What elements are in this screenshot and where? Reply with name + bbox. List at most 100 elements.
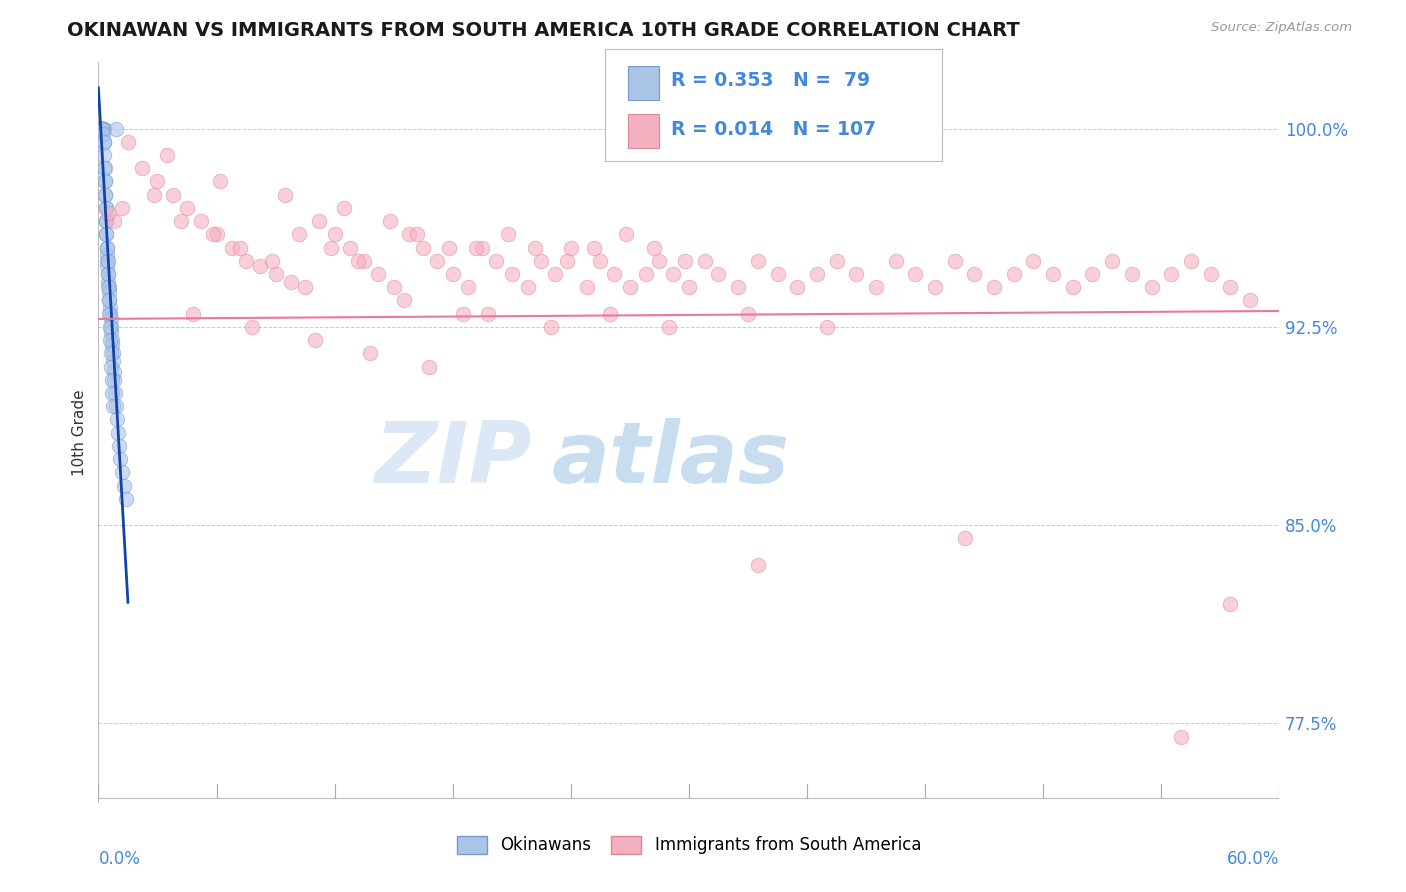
Point [93,121,115,136]
Point [1121,267,1143,281]
Point [176,201,198,215]
Point [747,253,769,268]
Point [146,174,169,188]
Point [648,253,671,268]
Point [560,240,582,254]
Point [90,121,112,136]
Point [96,227,118,242]
Point [98,293,121,308]
Point [93,161,115,176]
Point [97,267,120,281]
Point [516,280,538,294]
Point [583,240,606,254]
Point [162,187,184,202]
Point [93,174,115,188]
Point [1239,293,1261,308]
Point [103,354,125,368]
Point [662,267,685,281]
Point [693,253,716,268]
Point [105,399,128,413]
Y-axis label: 10th Grade: 10th Grade [72,389,87,476]
Point [333,201,356,215]
Point [91,121,114,136]
Point [98,301,121,316]
Point [94,214,117,228]
Point [101,338,124,352]
Point [1002,267,1025,281]
Point [815,319,838,334]
Point [884,253,907,268]
Point [603,267,626,281]
Point [963,267,986,281]
Point [97,275,120,289]
Point [103,365,125,379]
Point [943,253,966,268]
Point [1170,730,1192,744]
Point [727,280,749,294]
Point [825,253,848,268]
Point [91,121,114,136]
Point [367,267,389,281]
Point [91,121,114,136]
Point [89,121,111,136]
Point [229,240,252,254]
Point [496,227,519,242]
Point [101,333,124,347]
Point [264,267,287,281]
Point [1199,267,1222,281]
Point [111,201,134,215]
Point [240,319,263,334]
Point [94,214,117,228]
Point [658,319,681,334]
Point [103,373,125,387]
Point [426,253,449,268]
Point [339,240,361,254]
Text: R = 0.014   N = 107: R = 0.014 N = 107 [671,120,876,139]
Point [94,187,117,202]
Point [747,558,769,572]
Point [93,135,115,149]
Point [904,267,927,281]
Point [91,121,114,136]
Point [97,293,120,308]
Point [104,121,127,136]
Point [786,280,808,294]
Point [619,280,641,294]
Point [142,187,165,202]
Point [1042,267,1064,281]
Point [90,121,112,136]
Point [101,399,124,413]
Point [673,253,696,268]
Point [96,227,118,242]
Point [412,240,434,254]
Point [678,280,700,294]
Point [104,386,127,401]
Point [96,253,118,268]
Point [382,280,405,294]
Point [294,280,316,294]
Point [249,259,271,273]
Point [100,325,122,339]
Point [353,253,375,268]
Point [806,267,828,281]
Point [91,121,114,136]
Point [1140,280,1163,294]
Point [93,161,115,176]
Point [100,333,122,347]
Point [524,240,547,254]
Point [544,267,567,281]
Point [117,135,139,149]
Point [205,227,228,242]
Point [100,312,122,326]
Point [108,439,131,453]
Point [96,240,118,254]
Point [707,267,730,281]
Point [96,240,118,254]
Point [93,148,115,162]
Point [97,267,120,281]
Point [108,452,131,467]
Point [97,206,120,220]
Point [96,259,118,273]
Point [103,214,125,228]
Point [589,253,612,268]
